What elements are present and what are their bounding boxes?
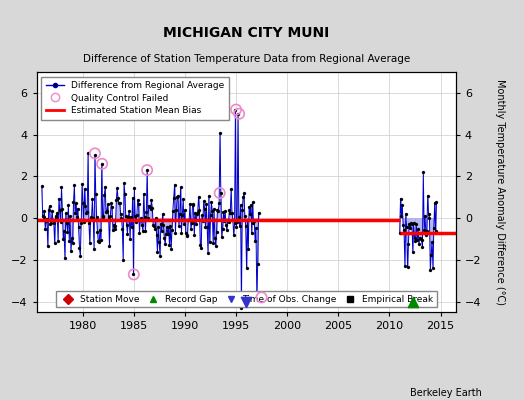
Point xyxy=(242,298,250,305)
Difference from Regional Average xyxy=(255,210,261,215)
Quality Control Failed xyxy=(215,190,224,196)
Text: Berkeley Earth: Berkeley Earth xyxy=(410,388,482,398)
Difference from Regional Average xyxy=(114,186,121,190)
Difference from Regional Average xyxy=(149,206,156,210)
Difference from Regional Average xyxy=(184,234,191,239)
Quality Control Failed xyxy=(235,110,243,117)
Point xyxy=(409,298,417,305)
Quality Control Failed xyxy=(129,271,138,278)
Difference from Regional Average xyxy=(232,107,238,112)
Quality Control Failed xyxy=(98,161,106,167)
Quality Control Failed xyxy=(91,150,99,156)
Legend: Station Move, Record Gap, Time of Obs. Change, Empirical Break: Station Move, Record Gap, Time of Obs. C… xyxy=(56,291,437,308)
Quality Control Failed xyxy=(143,167,151,173)
Difference from Regional Average xyxy=(238,306,245,310)
Y-axis label: Monthly Temperature Anomaly Difference (°C): Monthly Temperature Anomaly Difference (… xyxy=(495,79,505,305)
Difference from Regional Average xyxy=(94,230,101,234)
Difference from Regional Average xyxy=(128,224,135,229)
Line: Difference from Regional Average: Difference from Regional Average xyxy=(40,108,260,309)
Text: MICHIGAN CITY MUNI: MICHIGAN CITY MUNI xyxy=(163,26,330,40)
Quality Control Failed xyxy=(257,294,266,300)
Quality Control Failed xyxy=(232,106,240,113)
Difference from Regional Average xyxy=(39,184,45,189)
Difference from Regional Average xyxy=(121,181,127,186)
Text: Difference of Station Temperature Data from Regional Average: Difference of Station Temperature Data f… xyxy=(83,54,410,64)
